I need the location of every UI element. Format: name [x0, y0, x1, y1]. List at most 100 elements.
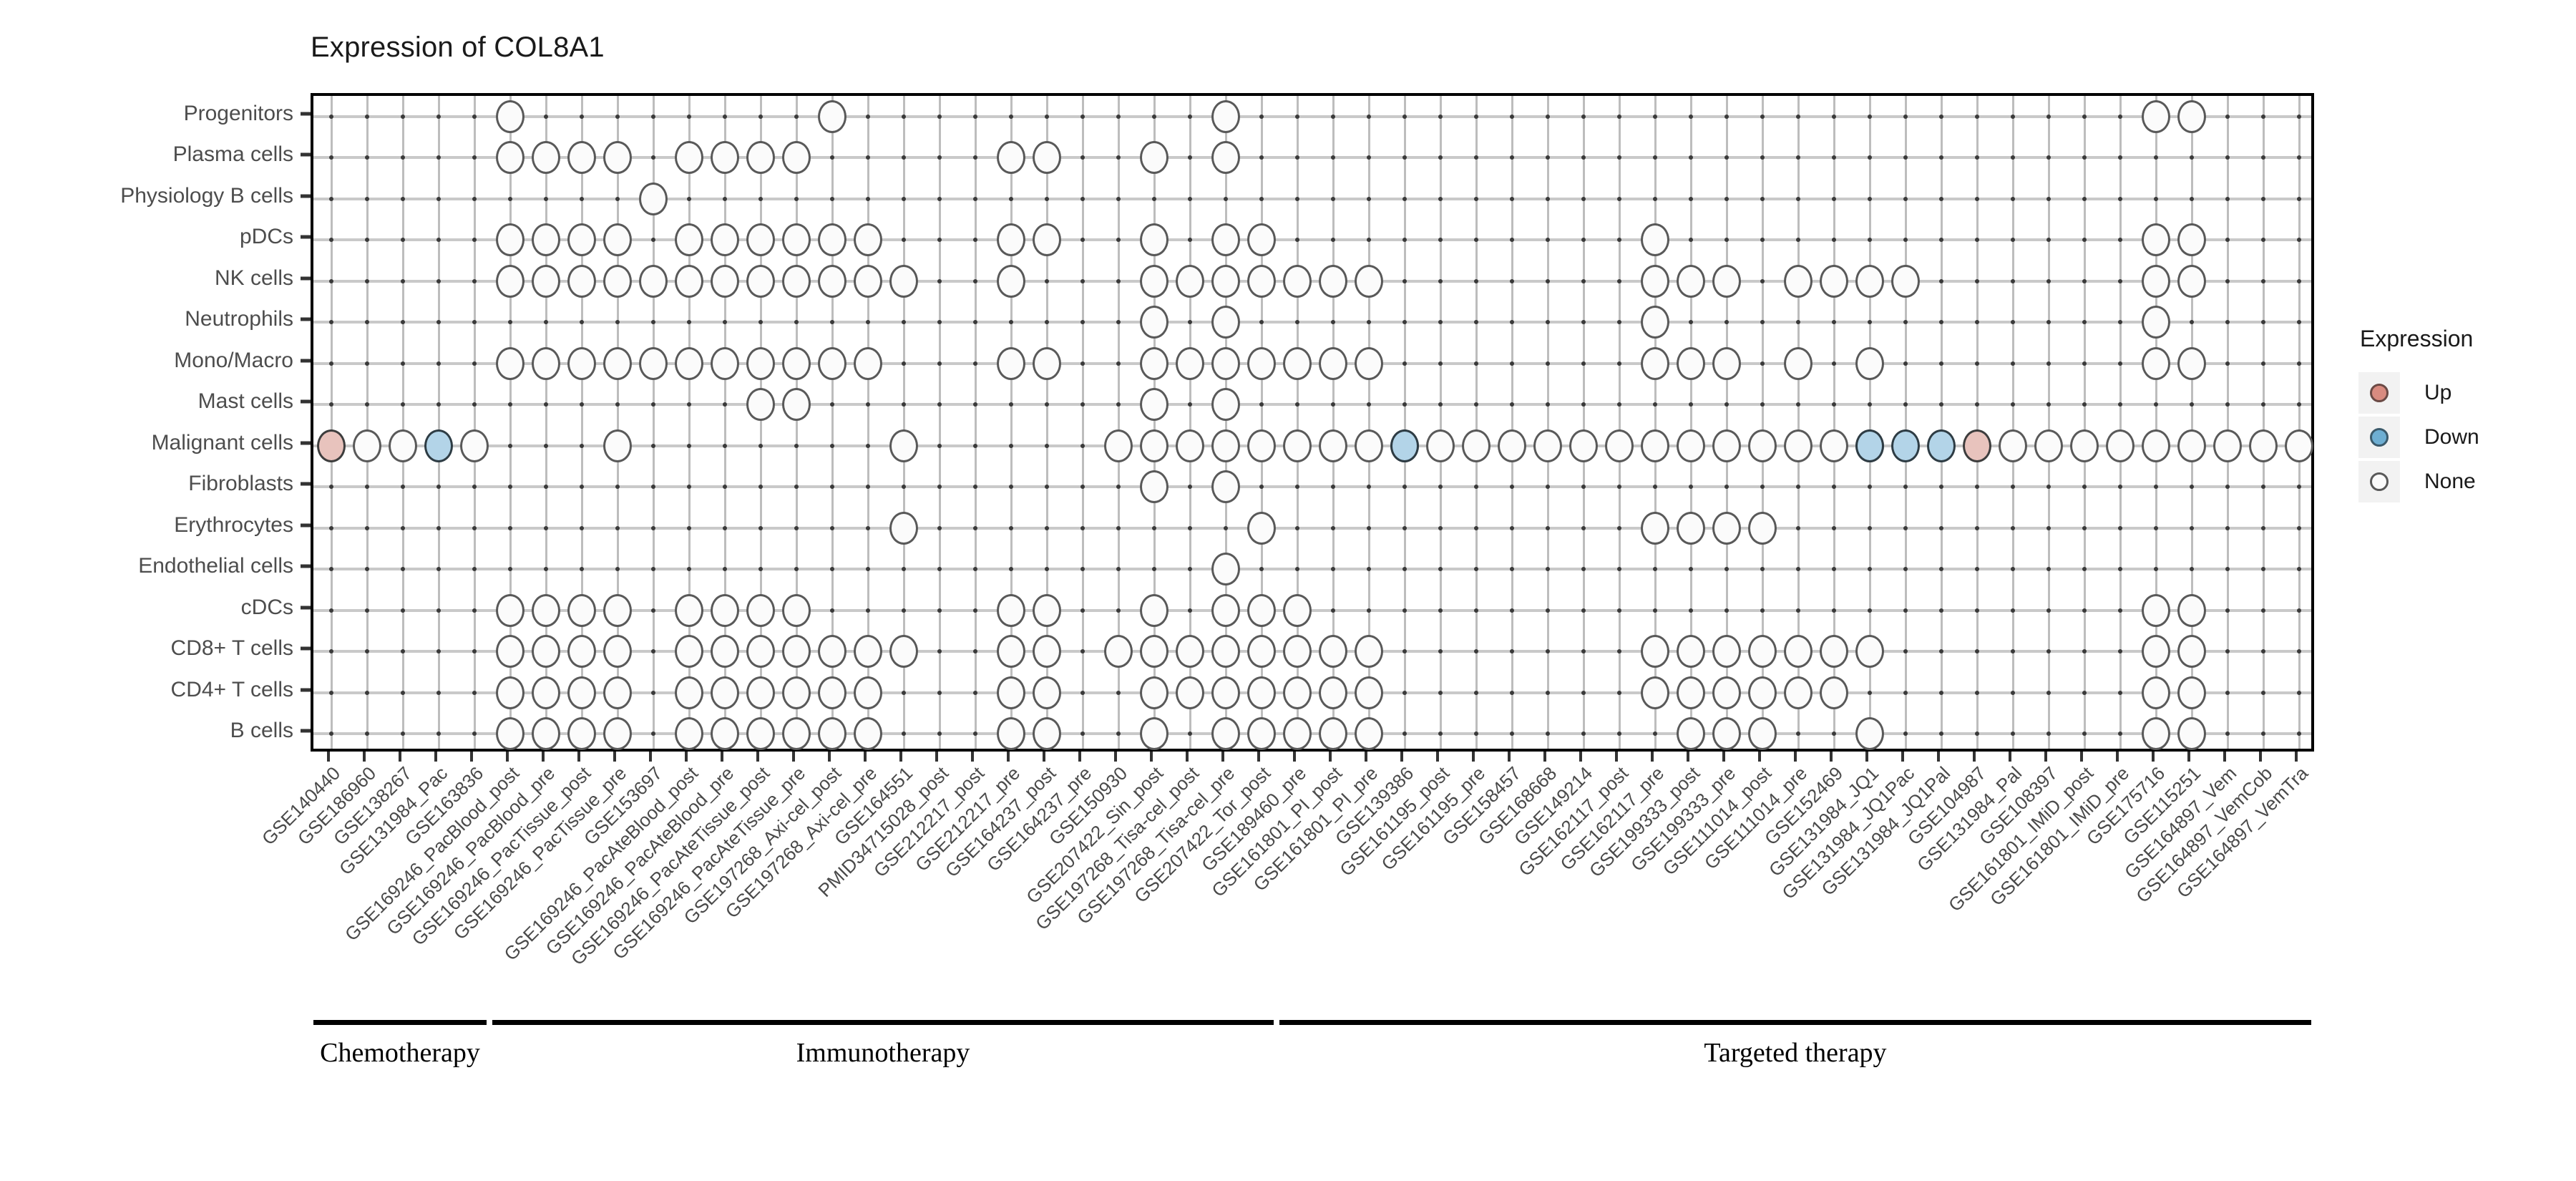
- expression-dot[interactable]: [889, 511, 918, 545]
- expression-dot[interactable]: [1355, 429, 1383, 462]
- expression-dot[interactable]: [1999, 429, 2027, 462]
- expression-dot[interactable]: [1355, 635, 1383, 669]
- expression-dot[interactable]: [639, 182, 668, 215]
- expression-dot[interactable]: [1140, 717, 1169, 751]
- expression-dot[interactable]: [1033, 635, 1061, 669]
- expression-dot[interactable]: [1855, 429, 1884, 462]
- expression-dot[interactable]: [1963, 429, 1991, 462]
- expression-dot[interactable]: [532, 346, 560, 380]
- expression-dot[interactable]: [2285, 429, 2313, 462]
- expression-dot[interactable]: [746, 388, 775, 422]
- expression-dot[interactable]: [746, 717, 775, 751]
- expression-dot[interactable]: [1891, 264, 1920, 298]
- expression-dot[interactable]: [1104, 429, 1133, 462]
- expression-dot[interactable]: [1641, 676, 1669, 709]
- expression-dot[interactable]: [1677, 676, 1705, 709]
- expression-dot[interactable]: [2142, 635, 2170, 669]
- expression-dot[interactable]: [889, 429, 918, 462]
- expression-dot[interactable]: [1677, 635, 1705, 669]
- expression-dot[interactable]: [1820, 676, 1848, 709]
- expression-dot[interactable]: [1319, 429, 1347, 462]
- expression-dot[interactable]: [2177, 676, 2206, 709]
- expression-dot[interactable]: [1677, 346, 1705, 380]
- expression-dot[interactable]: [567, 635, 596, 669]
- expression-dot[interactable]: [782, 717, 811, 751]
- expression-dot[interactable]: [1355, 717, 1383, 751]
- expression-dot[interactable]: [2034, 429, 2063, 462]
- expression-dot[interactable]: [1211, 306, 1240, 339]
- expression-dot[interactable]: [1641, 264, 1669, 298]
- expression-dot[interactable]: [1319, 264, 1347, 298]
- expression-dot[interactable]: [1677, 429, 1705, 462]
- expression-dot[interactable]: [1712, 429, 1741, 462]
- expression-dot[interactable]: [1677, 717, 1705, 751]
- expression-dot[interactable]: [1211, 553, 1240, 586]
- expression-dot[interactable]: [2142, 223, 2170, 257]
- expression-dot[interactable]: [1247, 429, 1276, 462]
- expression-dot[interactable]: [746, 141, 775, 175]
- expression-dot[interactable]: [1319, 346, 1347, 380]
- expression-dot[interactable]: [854, 635, 882, 669]
- expression-dot[interactable]: [567, 717, 596, 751]
- expression-dot[interactable]: [1748, 676, 1777, 709]
- expression-dot[interactable]: [889, 635, 918, 669]
- expression-dot[interactable]: [603, 593, 632, 627]
- expression-dot[interactable]: [1211, 470, 1240, 504]
- expression-dot[interactable]: [997, 346, 1025, 380]
- expression-dot[interactable]: [1140, 388, 1169, 422]
- expression-dot[interactable]: [567, 223, 596, 257]
- expression-dot[interactable]: [1319, 717, 1347, 751]
- expression-dot[interactable]: [1319, 635, 1347, 669]
- expression-dot[interactable]: [2142, 429, 2170, 462]
- expression-dot[interactable]: [1641, 306, 1669, 339]
- expression-dot[interactable]: [460, 429, 489, 462]
- expression-dot[interactable]: [1211, 593, 1240, 627]
- expression-dot[interactable]: [1355, 346, 1383, 380]
- expression-dot[interactable]: [1283, 635, 1312, 669]
- expression-dot[interactable]: [1283, 429, 1312, 462]
- expression-dot[interactable]: [1211, 223, 1240, 257]
- expression-dot[interactable]: [1247, 346, 1276, 380]
- expression-dot[interactable]: [1140, 635, 1169, 669]
- expression-dot[interactable]: [1033, 593, 1061, 627]
- expression-dot[interactable]: [1820, 635, 1848, 669]
- expression-dot[interactable]: [746, 264, 775, 298]
- expression-dot[interactable]: [1748, 511, 1777, 545]
- expression-dot[interactable]: [1140, 223, 1169, 257]
- expression-dot[interactable]: [997, 141, 1025, 175]
- expression-dot[interactable]: [746, 635, 775, 669]
- expression-dot[interactable]: [1891, 429, 1920, 462]
- expression-dot[interactable]: [2142, 306, 2170, 339]
- expression-dot[interactable]: [1211, 264, 1240, 298]
- expression-dot[interactable]: [818, 635, 847, 669]
- expression-dot[interactable]: [818, 99, 847, 133]
- expression-dot[interactable]: [1855, 346, 1884, 380]
- expression-dot[interactable]: [1140, 264, 1169, 298]
- expression-dot[interactable]: [1247, 511, 1276, 545]
- expression-dot[interactable]: [2142, 99, 2170, 133]
- expression-dot[interactable]: [1677, 511, 1705, 545]
- expression-dot[interactable]: [818, 676, 847, 709]
- expression-dot[interactable]: [1605, 429, 1634, 462]
- expression-dot[interactable]: [997, 264, 1025, 298]
- expression-dot[interactable]: [1247, 635, 1276, 669]
- expression-dot[interactable]: [711, 635, 739, 669]
- expression-dot[interactable]: [711, 141, 739, 175]
- expression-dot[interactable]: [1784, 346, 1813, 380]
- expression-dot[interactable]: [1211, 99, 1240, 133]
- expression-dot[interactable]: [1855, 635, 1884, 669]
- expression-dot[interactable]: [1641, 635, 1669, 669]
- expression-dot[interactable]: [782, 635, 811, 669]
- expression-dot[interactable]: [1569, 429, 1598, 462]
- expression-dot[interactable]: [1426, 429, 1455, 462]
- expression-dot[interactable]: [567, 264, 596, 298]
- expression-dot[interactable]: [1140, 593, 1169, 627]
- expression-dot[interactable]: [1784, 676, 1813, 709]
- expression-dot[interactable]: [1104, 635, 1133, 669]
- expression-dot[interactable]: [997, 635, 1025, 669]
- expression-dot[interactable]: [1211, 388, 1240, 422]
- expression-dot[interactable]: [997, 593, 1025, 627]
- expression-dot[interactable]: [2070, 429, 2099, 462]
- expression-dot[interactable]: [389, 429, 417, 462]
- expression-dot[interactable]: [1283, 676, 1312, 709]
